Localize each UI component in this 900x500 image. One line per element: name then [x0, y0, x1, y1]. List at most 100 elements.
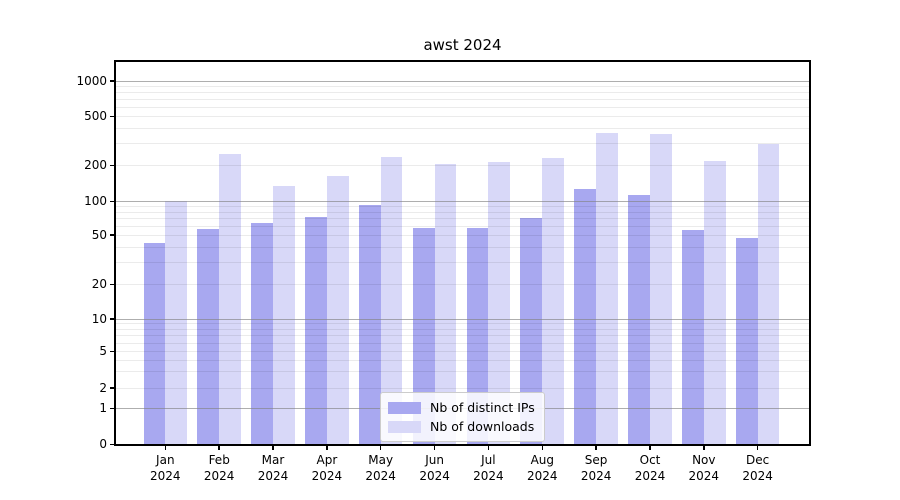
y-tick-mark: [110, 407, 114, 409]
y-tick-mark: [110, 283, 114, 285]
gridline-minor: [116, 335, 809, 337]
gridline-minor: [116, 127, 809, 129]
legend-swatch-distinct-ips: [388, 401, 421, 414]
legend: Nb of distinct IPs Nb of downloads: [380, 392, 545, 442]
bar-distinct-ips: [735, 237, 758, 445]
gridline-minor: [116, 211, 809, 213]
y-tick-mark: [110, 234, 114, 236]
bar-distinct-ips: [358, 205, 381, 445]
x-tick-label: Jul 2024: [473, 453, 504, 483]
gridline-minor: [116, 165, 809, 166]
spine-right: [809, 60, 811, 446]
gridline-minor: [116, 284, 809, 285]
gridline-minor: [116, 225, 809, 227]
y-tick-mark: [110, 443, 114, 445]
y-tick-label: 100: [84, 194, 107, 208]
gridline-minor: [116, 143, 809, 145]
y-tick-label: 0: [99, 437, 107, 451]
bar-distinct-ips: [682, 229, 704, 445]
x-tick-mark: [433, 446, 436, 450]
bar-downloads: [326, 175, 349, 445]
y-tick-label: 50: [91, 227, 107, 242]
gridline-minor: [116, 262, 809, 264]
y-tick-mark: [110, 200, 114, 202]
bar-distinct-ips: [305, 216, 327, 445]
gridline-minor: [116, 351, 809, 352]
gridline-minor: [116, 85, 809, 87]
x-tick-label: Aug 2024: [527, 453, 558, 483]
y-tick-mark: [110, 80, 114, 82]
bar-downloads: [488, 162, 511, 445]
legend-swatch-downloads: [388, 420, 421, 433]
y-tick-mark: [110, 318, 114, 320]
bar-distinct-ips: [628, 195, 650, 445]
bar-downloads: [219, 153, 241, 445]
y-tick-label: 20: [91, 277, 107, 291]
chart-title: awst 2024: [423, 36, 502, 54]
y-tick-label: 5: [99, 344, 107, 358]
x-tick-mark: [595, 446, 597, 450]
x-tick-label: Sep 2024: [580, 453, 612, 483]
x-tick-mark: [164, 446, 167, 450]
x-tick-label: Apr 2024: [311, 453, 343, 483]
bar-downloads: [434, 164, 457, 445]
bar-distinct-ips: [197, 229, 220, 445]
gridline-minor: [116, 206, 809, 208]
gridline-minor: [116, 371, 809, 373]
spine-bottom: [114, 444, 811, 446]
spine-left: [114, 60, 116, 446]
bar-downloads: [542, 158, 565, 445]
gridline-minor: [116, 218, 809, 220]
x-tick-mark: [649, 446, 651, 450]
x-tick-label: Dec 2024: [742, 453, 773, 483]
bar-downloads: [165, 201, 188, 445]
spine-top: [114, 60, 811, 62]
bar-downloads: [273, 185, 295, 445]
x-tick-label: Mar 2024: [257, 453, 289, 483]
x-tick-label: May 2024: [365, 453, 396, 483]
x-tick-label: Nov 2024: [688, 453, 720, 483]
y-tick-label: 1000: [76, 73, 107, 88]
x-tick-mark: [379, 446, 382, 450]
bar-downloads: [757, 144, 780, 445]
gridline-major: [116, 80, 809, 82]
legend-item-downloads: Nb of downloads: [388, 417, 535, 436]
y-tick-mark: [110, 387, 114, 389]
x-tick-label: Oct 2024: [634, 453, 666, 483]
gridline-minor: [116, 98, 809, 100]
bar-downloads: [596, 132, 618, 445]
bar-distinct-ips: [251, 223, 273, 445]
bar-distinct-ips: [412, 228, 435, 445]
y-tick-label: 1: [99, 401, 107, 415]
gridline-minor: [116, 234, 809, 236]
plot-area: Nb of distinct IPs Nb of downloads: [114, 60, 811, 446]
x-tick-mark: [541, 446, 543, 450]
gridline-minor: [116, 116, 809, 117]
gridline-minor: [116, 246, 809, 248]
gridline-minor: [116, 91, 809, 93]
bar-distinct-ips: [574, 189, 597, 445]
x-tick-mark: [326, 446, 328, 450]
gridline-minor: [116, 329, 809, 330]
bar-distinct-ips: [143, 242, 166, 445]
x-tick-mark: [272, 446, 274, 450]
bar-downloads: [380, 156, 403, 445]
gridline-minor: [116, 342, 809, 344]
y-tick-mark: [110, 164, 114, 166]
gridline-minor: [116, 106, 809, 108]
gridline-minor: [116, 359, 809, 361]
y-tick-label: 500: [84, 109, 107, 123]
gridline-major: [116, 318, 809, 320]
x-tick-label: Jun 2024: [419, 453, 450, 483]
bar-distinct-ips: [520, 218, 543, 445]
bar-downloads: [703, 161, 726, 445]
gridline-minor: [116, 323, 809, 325]
legend-label-downloads: Nb of downloads: [430, 419, 535, 434]
gridline-minor: [116, 387, 809, 389]
bar-distinct-ips: [466, 228, 489, 445]
y-tick-label: 2: [99, 380, 107, 395]
legend-item-distinct-ips: Nb of distinct IPs: [388, 398, 535, 417]
x-tick-mark: [756, 446, 759, 450]
x-tick-mark: [218, 446, 220, 450]
